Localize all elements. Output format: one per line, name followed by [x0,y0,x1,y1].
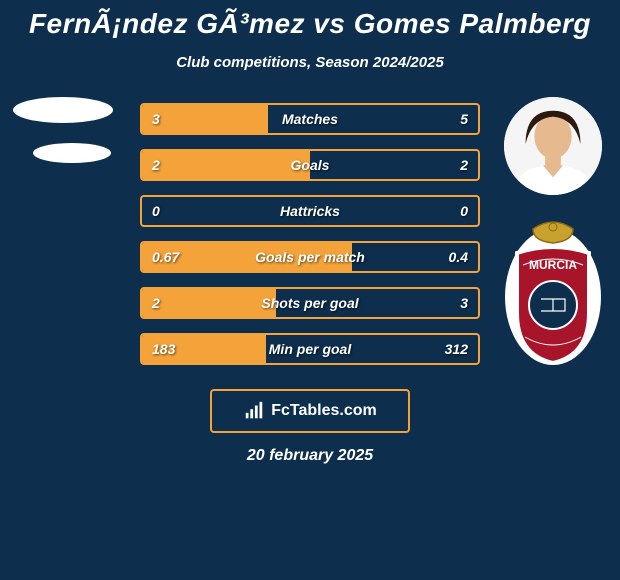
stat-row: 3 Matches 5 [140,103,480,135]
left-player-column [8,97,118,163]
stat-value-right: 0 [460,203,468,219]
crest-icon: MURCIA [503,217,603,367]
stat-value-left: 2 [152,295,160,311]
page-title: FernÃ¡ndez GÃ³mez vs Gomes Palmberg [0,8,620,40]
bar-chart-icon [243,400,265,422]
stat-label: Matches [282,111,338,127]
stat-value-right: 2 [460,157,468,173]
stat-label: Goals [291,157,330,173]
stat-value-left: 2 [152,157,160,173]
left-player-avatar-placeholder [13,97,113,123]
stat-fill-left [142,105,268,133]
stat-value-left: 183 [152,341,175,357]
stat-row: 0 Hattricks 0 [140,195,480,227]
stat-label: Shots per goal [261,295,358,311]
svg-text:MURCIA: MURCIA [529,258,577,272]
brand-badge[interactable]: FcTables.com [210,389,410,433]
stat-value-right: 5 [460,111,468,127]
stat-row: 183 Min per goal 312 [140,333,480,365]
stat-value-left: 0 [152,203,160,219]
stat-row: 0.67 Goals per match 0.4 [140,241,480,273]
stat-label: Min per goal [269,341,351,357]
right-player-crest: MURCIA [503,217,603,367]
stat-value-right: 0.4 [449,249,468,265]
page-subtitle: Club competitions, Season 2024/2025 [0,54,620,71]
stat-row: 2 Shots per goal 3 [140,287,480,319]
stats-table: 3 Matches 5 2 Goals 2 0 Hattricks 0 0.67 Goals per… [140,103,480,365]
right-player-avatar [504,97,602,195]
left-player-crest-placeholder [33,143,111,163]
stat-row: 2 Goals 2 [140,149,480,181]
footer-date: 20 february 2025 [0,447,620,465]
stat-fill-left [142,289,276,317]
stat-label: Hattricks [280,203,340,219]
stat-value-left: 3 [152,111,160,127]
stat-fill-left [142,151,310,179]
brand-text: FcTables.com [271,402,377,420]
stat-value-right: 3 [460,295,468,311]
avatar-icon [504,97,602,195]
stat-value-left: 0.67 [152,249,179,265]
stat-label: Goals per match [255,249,365,265]
right-player-column: MURCIA [498,97,608,367]
comparison-content: MURCIA 3 Matches 5 2 Goals 2 0 Hattricks 0 0.67 Go… [0,103,620,365]
stat-value-right: 312 [445,341,468,357]
